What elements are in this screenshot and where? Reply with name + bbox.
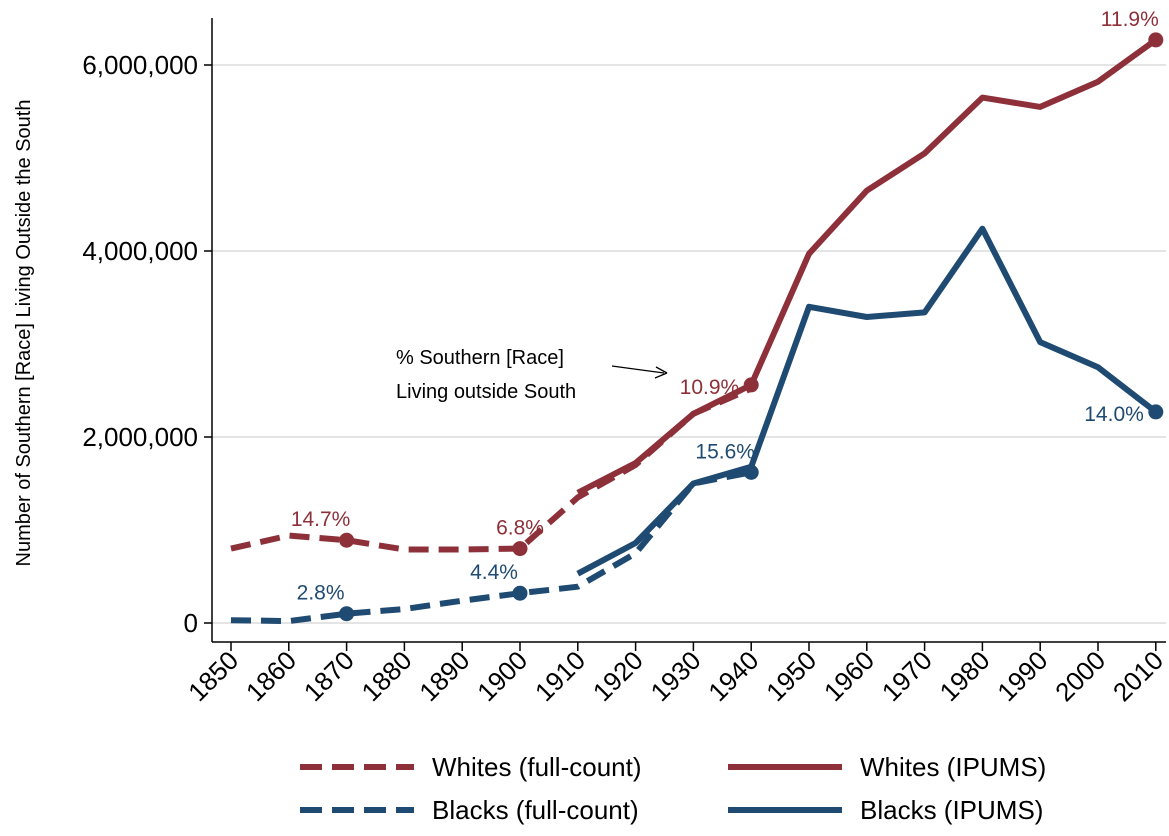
series-group bbox=[230, 37, 1158, 625]
data-point-marker bbox=[339, 606, 355, 622]
series-line-blacks-full-count bbox=[230, 469, 752, 625]
annotation-arrowhead bbox=[654, 366, 668, 379]
x-tick-label: 1880 bbox=[356, 645, 418, 707]
annotation-arrow bbox=[611, 365, 665, 374]
x-tick-label: 1940 bbox=[702, 645, 764, 707]
x-tick-label: 1870 bbox=[298, 645, 360, 707]
data-label: 14.0% bbox=[1084, 403, 1144, 426]
x-tick-label: 1860 bbox=[240, 645, 302, 707]
y-axis-ticks: 0 2,000,000 4,000,000 6,000,000 bbox=[82, 50, 212, 638]
x-tick-label: 1900 bbox=[471, 645, 533, 707]
x-tick-label: 1930 bbox=[645, 645, 707, 707]
data-label: 10.9% bbox=[680, 376, 740, 399]
data-point-marker bbox=[743, 377, 759, 393]
data-point-marker bbox=[339, 532, 355, 548]
axes bbox=[211, 18, 1166, 643]
data-label: 2.8% bbox=[297, 582, 345, 605]
annotation-line-2: Living outside South bbox=[396, 381, 576, 403]
legend: Whites (full-count) Whites (IPUMS) Blacks … bbox=[300, 752, 1046, 825]
x-tick-label: 1980 bbox=[934, 645, 996, 707]
annotation-line-1: % Southern [Race] bbox=[396, 347, 564, 369]
x-tick-label: 1970 bbox=[876, 645, 938, 707]
data-point-marker bbox=[512, 585, 528, 601]
x-tick-label: 1960 bbox=[818, 645, 880, 707]
marker-group: 14.7% 6.8% 10.9% 11.9% 2.8% 4.4% 15.6% 14.0% bbox=[291, 8, 1164, 622]
x-tick-label: 1950 bbox=[760, 645, 822, 707]
data-label: 15.6% bbox=[695, 440, 755, 463]
x-tick-label: 1990 bbox=[991, 645, 1053, 707]
y-tick-label: 0 bbox=[184, 608, 198, 638]
data-point-marker bbox=[743, 464, 759, 480]
legend-label: Whites (IPUMS) bbox=[860, 752, 1046, 782]
data-point-marker bbox=[1148, 404, 1164, 420]
series-line-whites-ipums bbox=[576, 37, 1158, 496]
x-tick-label: 2000 bbox=[1049, 645, 1111, 707]
gridlines bbox=[212, 64, 1166, 624]
data-point-marker bbox=[512, 541, 528, 557]
data-point-marker bbox=[1148, 32, 1164, 48]
data-label: 6.8% bbox=[496, 517, 544, 540]
data-label: 14.7% bbox=[291, 508, 351, 531]
y-tick-label: 6,000,000 bbox=[82, 50, 198, 80]
annotation: % Southern [Race] Living outside South bbox=[396, 347, 668, 403]
legend-label: Blacks (IPUMS) bbox=[860, 795, 1043, 825]
legend-label: Whites (full-count) bbox=[432, 752, 642, 782]
data-label: 4.4% bbox=[470, 561, 518, 584]
x-tick-label: 1920 bbox=[587, 645, 649, 707]
x-tick-label: 1850 bbox=[182, 645, 244, 707]
x-tick-label: 1890 bbox=[413, 645, 475, 707]
x-tick-label: 1910 bbox=[529, 645, 591, 707]
y-axis-label: Number of Southern [Race] Living Outside… bbox=[13, 100, 35, 567]
data-label: 11.9% bbox=[1101, 8, 1159, 31]
x-tick-label: 2010 bbox=[1107, 645, 1169, 707]
y-tick-label: 4,000,000 bbox=[82, 236, 198, 266]
y-tick-label: 2,000,000 bbox=[82, 422, 198, 452]
legend-label: Blacks (full-count) bbox=[432, 795, 639, 825]
x-axis-ticks: 1850186018701880189019001910192019301940… bbox=[182, 642, 1169, 707]
series-line-blacks-ipums bbox=[576, 225, 1158, 577]
